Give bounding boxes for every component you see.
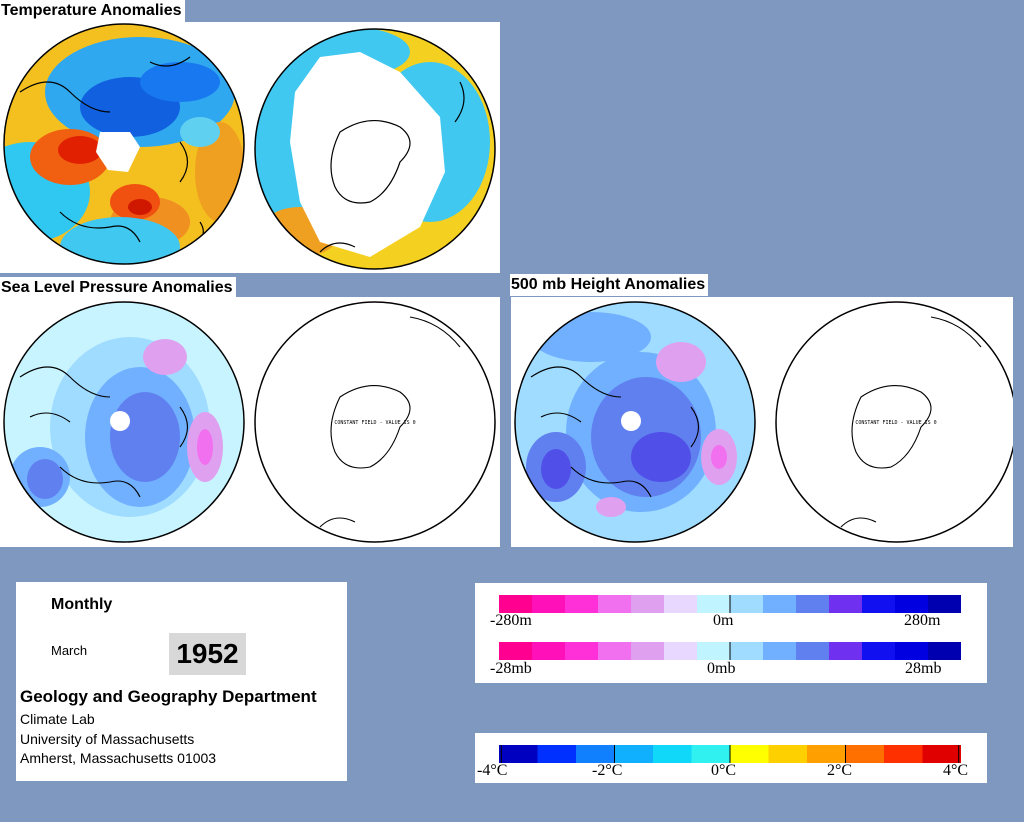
- year-label: 1952: [176, 638, 239, 669]
- height500-north-hemisphere-map: [515, 302, 755, 542]
- colorbar-swatch: [730, 745, 769, 763]
- colorbar-swatch: [697, 642, 731, 660]
- colorbar-swatch: [763, 642, 797, 660]
- temperature-legend-1: -2°C: [592, 762, 623, 779]
- colorbar-swatch: [631, 642, 665, 660]
- colorbar-swatch: [499, 745, 538, 763]
- slp-constant-field-label: CONSTANT FIELD - VALUE IS 0: [334, 420, 415, 426]
- height-legend-max: 280m: [904, 612, 941, 629]
- colorbar-swatch: [532, 642, 566, 660]
- colorbar-swatch: [862, 642, 896, 660]
- temperature-panel-title: Temperature Anomalies: [0, 0, 185, 22]
- colorbar-swatch: [653, 745, 692, 763]
- temperature-legend-3: 2°C: [827, 762, 853, 779]
- temperature-colorbar: [499, 745, 961, 763]
- colorbar-swatch: [928, 642, 961, 660]
- pressure-legend-max: 28mb: [905, 660, 942, 677]
- temperature-legend-4: 4°C: [943, 762, 969, 779]
- colorbar-swatch: [537, 745, 577, 763]
- temperature-legend: -4°C -2°C 0°C 2°C 4°C: [475, 733, 987, 783]
- colorbar-swatch: [862, 595, 896, 613]
- colorbar-swatch: [796, 595, 830, 613]
- temperature-panel: [0, 22, 500, 273]
- colorbar-swatch: [532, 595, 566, 613]
- colorbar-swatch: [598, 642, 632, 660]
- colorbar-swatch: [895, 595, 929, 613]
- colorbar-swatch: [499, 642, 533, 660]
- colorbar-swatch: [796, 642, 830, 660]
- colorbar-swatch: [829, 642, 863, 660]
- colorbar-swatch: [565, 595, 599, 613]
- pressure-colorbar: [499, 642, 961, 660]
- height500-constant-field-label: CONSTANT FIELD - VALUE IS 0: [855, 420, 936, 426]
- colorbar-swatch: [631, 595, 665, 613]
- colorbar-swatch: [768, 745, 808, 763]
- colorbar-swatch: [614, 745, 654, 763]
- slp-south-hemisphere-map: [254, 301, 496, 543]
- pressure-legend-mid: 0mb: [707, 660, 736, 677]
- month-label: March: [51, 643, 88, 658]
- temperature-north-hemisphere-map: [4, 24, 244, 264]
- colorbar-swatch: [697, 595, 731, 613]
- colorbar-swatch: [565, 642, 599, 660]
- colorbar-swatch: [763, 595, 797, 613]
- temperature-south-hemisphere-map: [255, 29, 495, 269]
- colorbar-swatch: [664, 642, 698, 660]
- period-label: Monthly: [51, 596, 113, 613]
- height-colorbar: [499, 595, 961, 613]
- lab-label: Climate Lab: [20, 711, 95, 727]
- university-label: University of Massachusetts: [20, 731, 195, 747]
- height500-south-hemisphere-map: [775, 301, 1013, 543]
- colorbar-swatch: [691, 745, 731, 763]
- colorbar-swatch: [845, 745, 885, 763]
- year-badge: 1952: [169, 633, 246, 675]
- anomaly-legend: -280m 0m 280m -28mb 0mb 28mb: [475, 583, 987, 683]
- temperature-legend-0: -4°C: [477, 762, 508, 779]
- slp-panel: CONSTANT FIELD - VALUE IS 0: [0, 297, 500, 547]
- colorbar-swatch: [576, 745, 615, 763]
- colorbar-swatch: [499, 595, 533, 613]
- colorbar-swatch: [884, 745, 923, 763]
- height-legend-min: -280m: [490, 612, 532, 629]
- colorbar-swatch: [730, 595, 764, 613]
- height-legend-mid: 0m: [713, 612, 734, 629]
- colorbar-swatch: [829, 595, 863, 613]
- slp-maps: CONSTANT FIELD - VALUE IS 0: [3, 301, 496, 543]
- colorbar-swatch: [730, 642, 764, 660]
- department-label: Geology and Geography Department: [20, 687, 317, 706]
- slp-north-hemisphere-map: [4, 302, 244, 542]
- height500-panel-title: 500 mb Height Anomalies: [510, 274, 709, 296]
- height500-maps: CONSTANT FIELD - VALUE IS 0: [514, 301, 1013, 543]
- colorbar-swatch: [922, 745, 961, 763]
- colorbar-swatch: [598, 595, 632, 613]
- slp-panel-title: Sea Level Pressure Anomalies: [0, 277, 236, 299]
- height500-panel: CONSTANT FIELD - VALUE IS 0: [511, 297, 1013, 547]
- colorbar-swatch: [664, 595, 698, 613]
- temperature-maps: [3, 23, 496, 270]
- info-box: Monthly March 1952 Geology and Geography…: [16, 582, 347, 781]
- colorbar-swatch: [807, 745, 846, 763]
- colorbar-swatch: [895, 642, 929, 660]
- pressure-legend-min: -28mb: [490, 660, 532, 677]
- address-label: Amherst, Massachusetts 01003: [20, 750, 217, 766]
- colorbar-swatch: [928, 595, 961, 613]
- temperature-legend-2: 0°C: [711, 762, 737, 779]
